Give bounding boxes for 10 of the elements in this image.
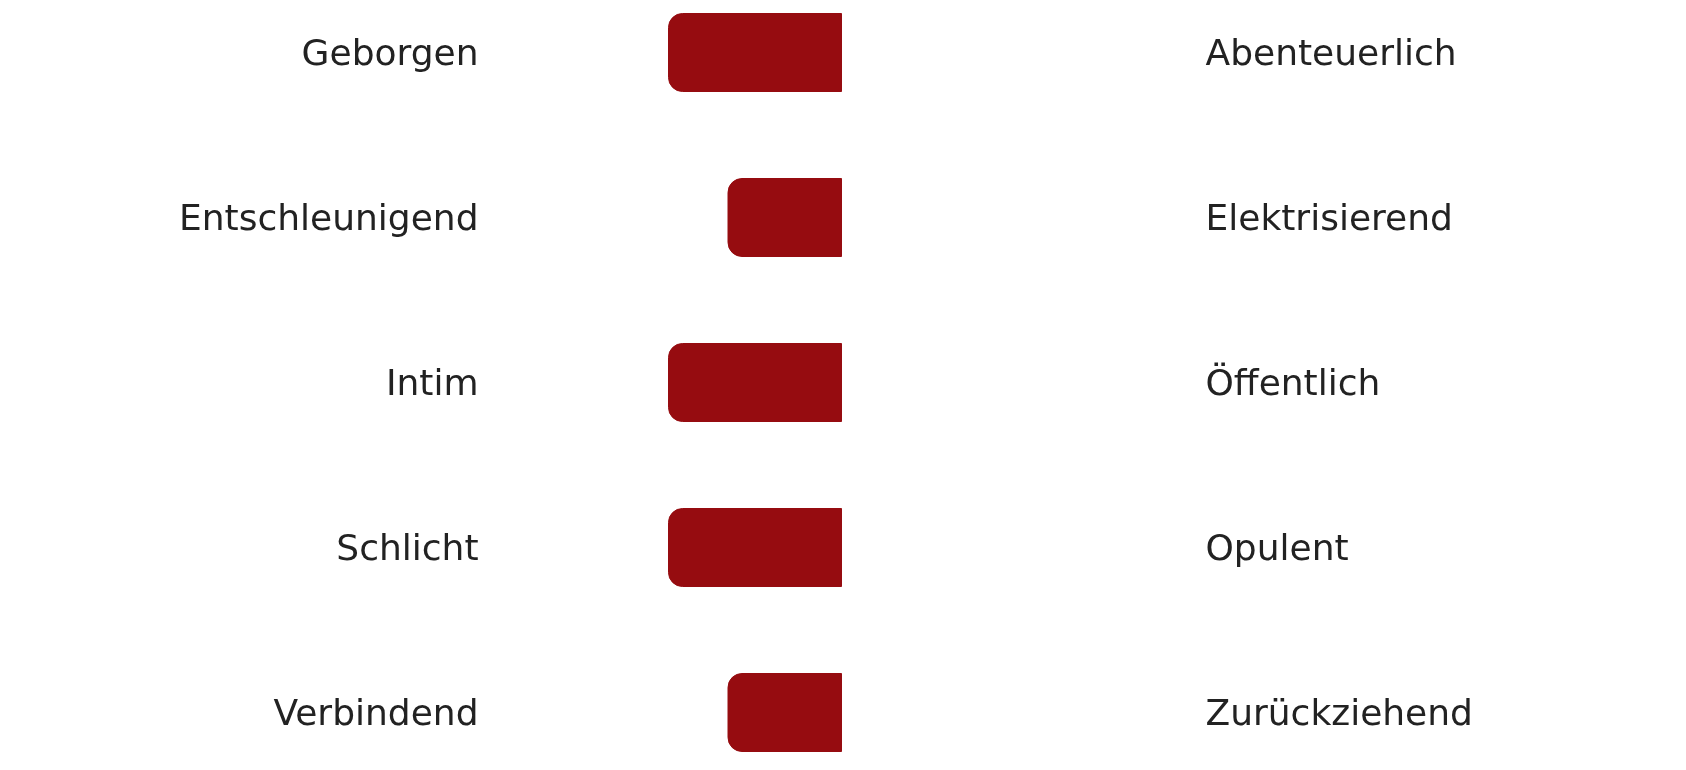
text: Elektrisierend [1205,197,1453,238]
y-tick-label: Entschleunigend [179,197,479,238]
text: Öffentlich [1205,362,1381,403]
text: Abenteuerlich [1205,32,1457,73]
y-tick-label: Intim [385,362,479,403]
text: Zurückziehend [1205,692,1473,733]
y-tick-label: Verbindend [273,692,479,733]
y-tick-label: Geborgen [301,32,479,73]
y-tick-label: Schlicht [336,527,479,568]
text: Opulent [1205,527,1349,568]
